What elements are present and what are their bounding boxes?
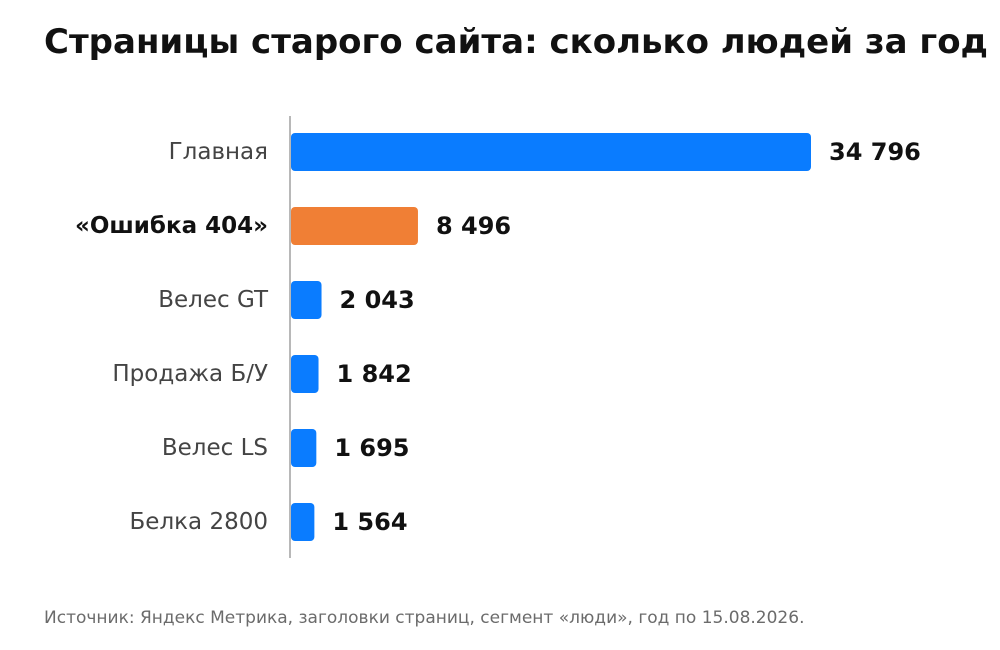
- category-label: Белка 2800: [130, 509, 268, 535]
- bars-layer: Главная 34 796 «Ошибка 404» 8 496 Велес GT 2 …: [75, 133, 921, 541]
- bar-row: Белка 2800 1 564: [130, 503, 408, 541]
- source-note: Источник: Яндекс Метрика, заголовки стра…: [44, 608, 805, 628]
- bar-row: Главная 34 796: [169, 133, 921, 171]
- category-label: «Ошибка 404»: [75, 213, 268, 239]
- value-label: 34 796: [829, 138, 921, 166]
- category-label: Главная: [169, 139, 268, 165]
- bar: [291, 503, 315, 541]
- chart-title: Страницы старого сайта: сколько людей за…: [44, 22, 989, 62]
- value-label: 2 043: [340, 286, 415, 314]
- category-label: Велес LS: [162, 435, 268, 461]
- bar-row: Продажа Б/У 1 842: [112, 355, 412, 393]
- bar-row: Велес LS 1 695: [162, 429, 409, 467]
- bar-row: «Ошибка 404» 8 496: [75, 207, 511, 245]
- bar-highlighted: [291, 207, 418, 245]
- value-label: 8 496: [436, 212, 511, 240]
- bar: [291, 133, 811, 171]
- bar: [291, 429, 317, 467]
- bar: [291, 355, 319, 393]
- bar-row: Велес GT 2 043: [158, 281, 415, 319]
- value-label: 1 695: [334, 434, 409, 462]
- category-label: Продажа Б/У: [112, 361, 268, 387]
- value-label: 1 564: [332, 508, 407, 536]
- category-label: Велес GT: [158, 287, 269, 313]
- value-label: 1 842: [337, 360, 412, 388]
- bar: [291, 281, 322, 319]
